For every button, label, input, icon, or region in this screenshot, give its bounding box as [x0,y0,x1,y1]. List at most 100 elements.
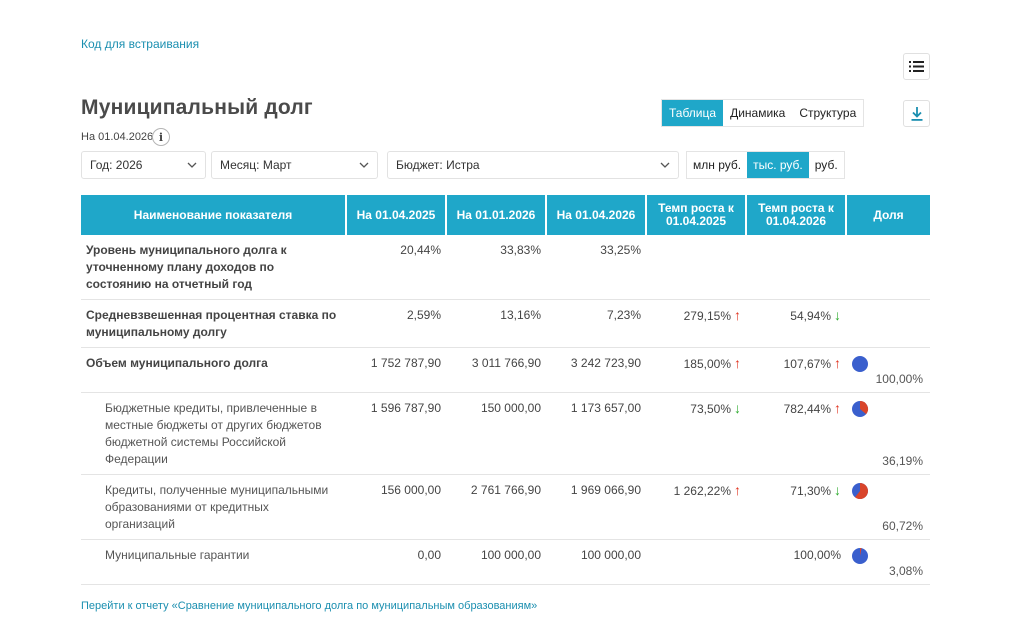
share-pie-icon[interactable] [851,547,869,565]
arrow-down-icon: ↓ [734,400,741,416]
share-value: 100,00% [875,372,923,386]
unit-tabs: млн руб. тыс. руб. руб. [686,151,845,179]
row-growth-g1 [647,540,747,585]
row-value-v1: 1 596 787,90 [347,393,447,475]
row-name: Кредиты, полученные муниципальными образ… [81,475,347,540]
row-value-v1: 0,00 [347,540,447,585]
unit-thousand[interactable]: тыс. руб. [747,152,809,178]
download-button[interactable] [903,100,930,127]
row-share: 60,72% [847,475,930,540]
row-growth-g2: 107,67% ↑ [747,348,847,393]
row-value-v3: 100 000,00 [547,540,647,585]
row-value-v3: 3 242 723,90 [547,348,647,393]
download-icon [911,107,922,121]
table-row: Кредиты, полученные муниципальными образ… [81,475,930,540]
row-growth-g2: 54,94% ↓ [747,300,847,348]
tab-table[interactable]: Таблица [662,100,724,126]
row-growth-g1 [647,235,747,300]
header-date-3[interactable]: На 01.04.2026 [547,195,647,235]
pie-slice [860,401,868,415]
table-row: Муниципальные гарантии 0,00 100 000,00 100 … [81,540,930,585]
list-menu-button[interactable] [903,53,930,80]
header-growth-1[interactable]: Темп роста к 01.04.2025 [647,195,747,235]
growth-value: 1 262,22% [673,484,731,498]
pie-slice [855,483,868,499]
row-value-v3: 7,23% [547,300,647,348]
row-name: Средневзвешенная процентная ставка по му… [81,300,347,348]
table-row: Уровень муниципального долга к уточненно… [81,235,930,300]
pie-slice [860,548,862,556]
arrow-down-icon: ↓ [834,482,841,498]
row-growth-g1: 1 262,22% ↑ [647,475,747,540]
page-title: Муниципальный долг [81,96,313,119]
header-growth-2[interactable]: Темп роста к 01.04.2026 [747,195,847,235]
embed-code-link[interactable]: Код для встраивания [81,37,200,51]
row-name: Муниципальные гарантии [81,540,347,585]
row-share [847,300,930,348]
budget-select[interactable]: Бюджет: Истра [387,151,679,179]
growth-value: 100,00% [793,548,841,562]
comparison-report-link[interactable]: Перейти к отчету «Сравнение муниципально… [81,600,538,612]
row-growth-g1: 279,15% ↑ [647,300,747,348]
budget-select-value: Бюджет: Истра [396,158,480,172]
report-date: На 01.04.2026 [81,131,154,143]
table-row: Бюджетные кредиты, привлеченные в местны… [81,393,930,475]
row-value-v2: 13,16% [447,300,547,348]
row-value-v3: 1 173 657,00 [547,393,647,475]
row-growth-g1: 73,50% ↓ [647,393,747,475]
arrow-down-icon: ↓ [834,307,841,323]
growth-value: 185,00% [683,357,731,371]
growth-value: 782,44% [783,402,831,416]
debt-table: Наименование показателя На 01.04.2025 На… [81,195,930,585]
row-value-v2: 3 011 766,90 [447,348,547,393]
tab-dynamics[interactable]: Динамика [723,100,793,126]
row-value-v1: 156 000,00 [347,475,447,540]
info-icon[interactable]: i [152,128,170,146]
header-indicator[interactable]: Наименование показателя [81,195,347,235]
row-value-v2: 150 000,00 [447,393,547,475]
growth-value: 107,67% [783,357,831,371]
share-value: 36,19% [882,454,923,468]
growth-value: 71,30% [790,484,831,498]
arrow-up-icon: ↑ [834,355,841,371]
row-value-v3: 33,25% [547,235,647,300]
row-share: 36,19% [847,393,930,475]
arrow-up-icon: ↑ [734,355,741,371]
month-select-value: Месяц: Март [220,158,292,172]
pie-slice [852,356,868,372]
header-date-2[interactable]: На 01.01.2026 [447,195,547,235]
arrow-up-icon: ↑ [734,482,741,498]
table-row: Объем муниципального долга 1 752 787,90 3 … [81,348,930,393]
growth-value: 73,50% [690,402,731,416]
view-tabs: Таблица Динамика Структура [661,99,865,127]
share-value: 3,08% [888,564,923,578]
tab-structure[interactable]: Структура [792,100,864,126]
row-name: Бюджетные кредиты, привлеченные в местны… [81,393,347,475]
row-growth-g2: 71,30% ↓ [747,475,847,540]
unit-rub[interactable]: руб. [808,152,844,178]
share-pie-icon[interactable] [851,482,869,500]
share-pie-icon[interactable] [851,400,869,418]
row-share: 100,00% [847,348,930,393]
row-growth-g2: 782,44% ↑ [747,393,847,475]
header-share[interactable]: Доля [847,195,930,235]
unit-mln[interactable]: млн руб. [687,152,748,178]
growth-value: 279,15% [683,309,731,323]
month-select[interactable]: Месяц: Март [211,151,378,179]
share-pie-icon[interactable] [851,355,869,373]
row-value-v1: 2,59% [347,300,447,348]
row-name: Объем муниципального долга [81,348,347,393]
row-growth-g2 [747,235,847,300]
row-value-v2: 2 761 766,90 [447,475,547,540]
row-share [847,235,930,300]
list-icon [909,61,924,72]
row-value-v1: 1 752 787,90 [347,348,447,393]
row-name: Уровень муниципального долга к уточненно… [81,235,347,300]
table-header-row: Наименование показателя На 01.04.2025 На… [81,195,930,235]
row-growth-g1: 185,00% ↑ [647,348,747,393]
year-select[interactable]: Год: 2026 [81,151,206,179]
row-value-v3: 1 969 066,90 [547,475,647,540]
arrow-up-icon: ↑ [734,307,741,323]
header-date-1[interactable]: На 01.04.2025 [347,195,447,235]
row-value-v2: 33,83% [447,235,547,300]
